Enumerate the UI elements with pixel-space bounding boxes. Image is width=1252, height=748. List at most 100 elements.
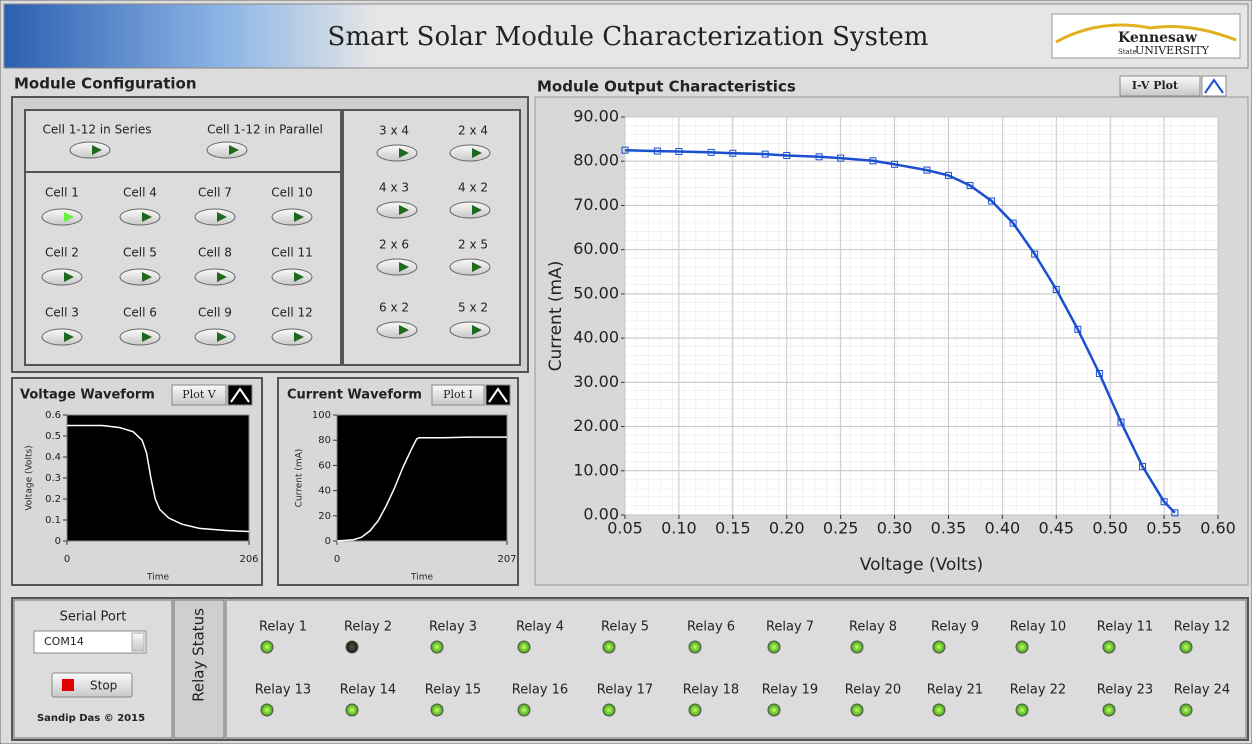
plot-icon[interactable] xyxy=(227,384,253,406)
relay-label: Relay 18 xyxy=(683,683,739,698)
cell-label: Cell 3 xyxy=(45,306,79,320)
toggle-switch[interactable] xyxy=(271,268,313,286)
toggle-indicator xyxy=(217,212,227,222)
relay-label: Relay 5 xyxy=(601,620,649,635)
relay-led xyxy=(345,640,359,654)
toggle-switch[interactable] xyxy=(194,208,236,226)
y-axis-label: Voltage (Volts) xyxy=(25,445,35,510)
y-tick-label: 0.6 xyxy=(45,410,61,421)
x-tick-label: 0.15 xyxy=(715,519,751,538)
plot-button[interactable] xyxy=(171,384,227,406)
toggle-switch[interactable] xyxy=(271,208,313,226)
dropdown-arrow[interactable] xyxy=(131,632,145,652)
x-tick-label: 0 xyxy=(64,554,70,565)
data-marker xyxy=(966,182,974,190)
chart-title: Current Waveform xyxy=(287,388,422,403)
toggle-indicator xyxy=(217,332,227,342)
y-tick-label: 0.2 xyxy=(45,494,61,505)
plot-icon[interactable] xyxy=(1201,75,1227,97)
relay-label: Relay 7 xyxy=(766,620,814,635)
toggle-switch[interactable] xyxy=(41,328,83,346)
relay-led xyxy=(850,640,864,654)
arrangement-label: 3 x 4 xyxy=(379,124,409,138)
x-tick-label: 0.60 xyxy=(1200,519,1236,538)
relay-led xyxy=(1102,640,1116,654)
plot-area xyxy=(336,414,508,542)
port-value: COM14 xyxy=(44,635,84,648)
toggle-switch[interactable] xyxy=(119,208,161,226)
toggle-switch[interactable] xyxy=(41,208,83,226)
toggle-switch[interactable] xyxy=(449,144,491,162)
minor-grid xyxy=(625,117,1218,515)
data-line xyxy=(67,424,250,533)
y-tick-label: 80.00 xyxy=(573,151,619,170)
x-tick-label: 0.40 xyxy=(985,519,1021,538)
relay-label: Relay 20 xyxy=(845,683,901,698)
cell-label: Cell 4 xyxy=(123,186,157,200)
data-marker xyxy=(944,171,952,179)
y-tick-label: 60.00 xyxy=(573,239,619,258)
relay-led xyxy=(850,703,864,717)
data-line xyxy=(624,148,1176,514)
plot-icon-glyph xyxy=(230,387,250,403)
toggle-indicator xyxy=(229,145,239,155)
plot-button[interactable] xyxy=(431,384,485,406)
y-tick-label: 100 xyxy=(312,410,331,421)
cell-label: Cell 10 xyxy=(271,186,313,200)
toggle-switch[interactable] xyxy=(449,201,491,219)
x-tick-label: 0.05 xyxy=(607,519,643,538)
toggle-switch[interactable] xyxy=(206,141,248,159)
plot-button-label: Plot I xyxy=(443,388,473,401)
plot-button[interactable] xyxy=(1119,75,1201,97)
credit: Sandip Das © 2015 xyxy=(37,713,145,724)
toggle-indicator xyxy=(399,262,409,272)
toggle-indicator xyxy=(217,272,227,282)
port-select[interactable] xyxy=(33,630,147,654)
toggle-indicator xyxy=(142,272,152,282)
relay-label: Relay 8 xyxy=(849,620,897,635)
y-tick-label: 50.00 xyxy=(573,283,619,302)
relay-led xyxy=(1179,640,1193,654)
logo-arc xyxy=(1055,23,1237,44)
relay-label: Relay 2 xyxy=(344,620,392,635)
plot-button-label: I-V Plot xyxy=(1132,79,1179,92)
x-tick-label: 0.30 xyxy=(877,519,913,538)
toggle-switch[interactable] xyxy=(449,321,491,339)
relay-led xyxy=(260,703,274,717)
arrangement-label: 4 x 2 xyxy=(458,181,488,195)
toggle-switch[interactable] xyxy=(69,141,111,159)
toggle-indicator xyxy=(92,145,102,155)
toggle-switch[interactable] xyxy=(271,328,313,346)
relay-label: Relay 4 xyxy=(516,620,564,635)
toggle-switch[interactable] xyxy=(376,201,418,219)
toggle-switch[interactable] xyxy=(119,268,161,286)
data-marker xyxy=(815,153,823,161)
relay-led xyxy=(517,640,531,654)
relay-led xyxy=(1015,640,1029,654)
y-tick-label: 0.5 xyxy=(45,431,61,442)
relay-label: Relay 19 xyxy=(762,683,818,698)
relay-label: Relay 9 xyxy=(931,620,979,635)
toggle-indicator xyxy=(472,325,482,335)
toggle-switch[interactable] xyxy=(376,258,418,276)
toggle-switch[interactable] xyxy=(449,258,491,276)
logo-text: State xyxy=(1118,48,1137,56)
y-tick-label: 0 xyxy=(325,536,331,547)
toggle-switch[interactable] xyxy=(194,328,236,346)
plot-icon[interactable] xyxy=(485,384,511,406)
toggle-switch[interactable] xyxy=(41,268,83,286)
relay-led xyxy=(767,703,781,717)
relay-label: Relay 10 xyxy=(1010,620,1066,635)
app-title: Smart Solar Module Characterization Syst… xyxy=(328,22,929,52)
relay-led xyxy=(1179,703,1193,717)
toggle-switch[interactable] xyxy=(376,144,418,162)
relay-label: Relay 23 xyxy=(1097,683,1153,698)
toggle-switch[interactable] xyxy=(119,328,161,346)
toggle-switch[interactable] xyxy=(376,321,418,339)
relay-status-label: Relay Status xyxy=(190,608,208,702)
x-tick-label: 0.10 xyxy=(661,519,697,538)
toggle-switch[interactable] xyxy=(194,268,236,286)
x-tick-label: 206 xyxy=(239,554,258,565)
